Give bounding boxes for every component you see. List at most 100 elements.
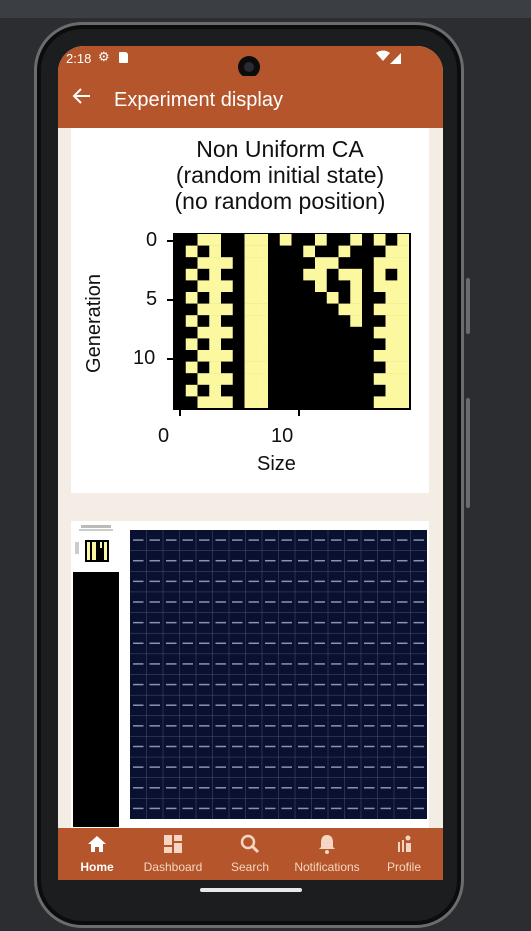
heatmap-cell <box>279 396 292 408</box>
grid-cell-text <box>298 642 309 645</box>
mini-ca-thumbnail <box>73 525 119 567</box>
grid-cell-text <box>215 621 226 624</box>
grid-cell-text <box>182 539 193 541</box>
grid-cell-text <box>380 704 391 706</box>
heatmap-cell <box>315 338 327 351</box>
grid-cell-text <box>314 663 325 665</box>
grid-cell-text <box>331 539 342 541</box>
heatmap-cell <box>221 280 233 293</box>
grid-cell-text <box>248 621 259 624</box>
heatmap-cell <box>350 338 363 351</box>
grid-cell-text <box>397 580 408 583</box>
heatmap-cell <box>174 234 186 246</box>
heatmap-cell <box>268 326 280 339</box>
nav-profile[interactable]: Profile <box>365 834 443 874</box>
heatmap-cell <box>232 245 245 258</box>
grid-cell-text <box>331 663 342 665</box>
heatmap-cell <box>232 257 245 270</box>
grid-cell-text <box>199 807 210 810</box>
heatmap-cell <box>221 373 233 386</box>
grid-cell-text <box>248 766 259 768</box>
heatmap-cell <box>197 384 210 397</box>
heatmap-cell <box>338 326 351 339</box>
grid-cell-text <box>281 539 292 541</box>
heatmap-cell <box>373 280 386 293</box>
grid-cell-text <box>182 642 193 645</box>
grid-cell-text <box>314 559 325 562</box>
grid-cell-text <box>397 663 408 665</box>
nav-dashboard[interactable]: Dashboard <box>134 834 212 874</box>
grid-cell-text <box>314 787 325 789</box>
heatmap-cell <box>268 338 280 351</box>
heatmap-cell <box>291 268 304 281</box>
heatmap-cell <box>197 234 210 246</box>
grid-cell-text <box>232 621 243 624</box>
grid-cell-text <box>149 725 160 727</box>
heatmap-cell <box>268 234 280 246</box>
search-icon <box>211 834 289 858</box>
chart-title-line1: Non Uniform CA <box>196 136 364 162</box>
heatmap-cell <box>326 384 339 397</box>
heatmap-cell <box>244 338 257 351</box>
heatmap-cell <box>350 361 363 374</box>
grid-cell-text <box>364 559 375 562</box>
heatmap-cell <box>291 292 304 304</box>
heatmap-cell <box>326 350 339 362</box>
heatmap-cell <box>350 257 363 270</box>
heatmap-cell <box>244 280 257 293</box>
heatmap-cell <box>303 396 316 408</box>
heatmap-cell <box>385 350 398 362</box>
grid-cell-text <box>133 725 144 727</box>
grid-cell-text <box>265 642 276 645</box>
heatmap-cell <box>315 326 327 339</box>
grid-cell-text <box>149 766 160 768</box>
heatmap-cell <box>244 326 257 339</box>
nav-notifications[interactable]: Notifications <box>288 834 366 874</box>
heatmap-cell <box>185 292 198 304</box>
heatmap-cell <box>268 396 280 408</box>
grid-cell-text <box>199 766 210 768</box>
nav-home[interactable]: Home <box>58 834 136 874</box>
grid-cell-text <box>133 559 144 562</box>
grid-cell-text <box>331 766 342 768</box>
heatmap-cell <box>362 338 374 351</box>
gesture-home-bar[interactable] <box>200 888 302 892</box>
heatmap-cell <box>397 268 409 281</box>
grid-cell-text <box>380 559 391 562</box>
grid-cell-text <box>133 663 144 665</box>
grid-cell-text <box>397 766 408 768</box>
grid-cell-text <box>281 559 292 562</box>
grid-cell-text <box>199 601 210 603</box>
grid-cell-text <box>331 725 342 727</box>
grid-cell-text <box>331 559 342 562</box>
heatmap-cell <box>397 361 409 374</box>
heatmap-cell <box>291 245 304 258</box>
grid-cell-text <box>364 663 375 665</box>
results-grid-image <box>130 530 427 819</box>
grid-cell-text <box>199 539 210 541</box>
grid-cell-text <box>248 745 259 748</box>
heatmap-cell <box>362 280 374 293</box>
experiment-content[interactable]: Non Uniform CA (random initial state) (n… <box>58 128 443 831</box>
heatmap-cell <box>256 245 269 258</box>
heatmap-cell <box>221 361 233 374</box>
gear-icon: ⚙ <box>98 49 110 64</box>
grid-cell-text <box>182 787 193 789</box>
grid-cell-text <box>265 663 276 665</box>
nav-home-label: Home <box>80 860 114 874</box>
nav-search[interactable]: Search <box>211 834 289 874</box>
image-black-panel <box>73 572 119 827</box>
heatmap-cell <box>385 280 398 293</box>
heatmap-cell <box>256 315 269 328</box>
heatmap-cell <box>362 396 374 408</box>
heatmap-cell <box>174 315 186 328</box>
heatmap-cell <box>362 384 374 397</box>
home-icon <box>58 834 136 858</box>
arrow-left-icon[interactable] <box>72 86 92 112</box>
heatmap-cell <box>315 257 327 270</box>
heatmap-cell <box>315 361 327 374</box>
grid-cell-text <box>331 580 342 583</box>
grid-cell-text <box>380 807 391 810</box>
grid-cell-text <box>298 559 309 562</box>
grid-cell-text <box>166 559 177 562</box>
